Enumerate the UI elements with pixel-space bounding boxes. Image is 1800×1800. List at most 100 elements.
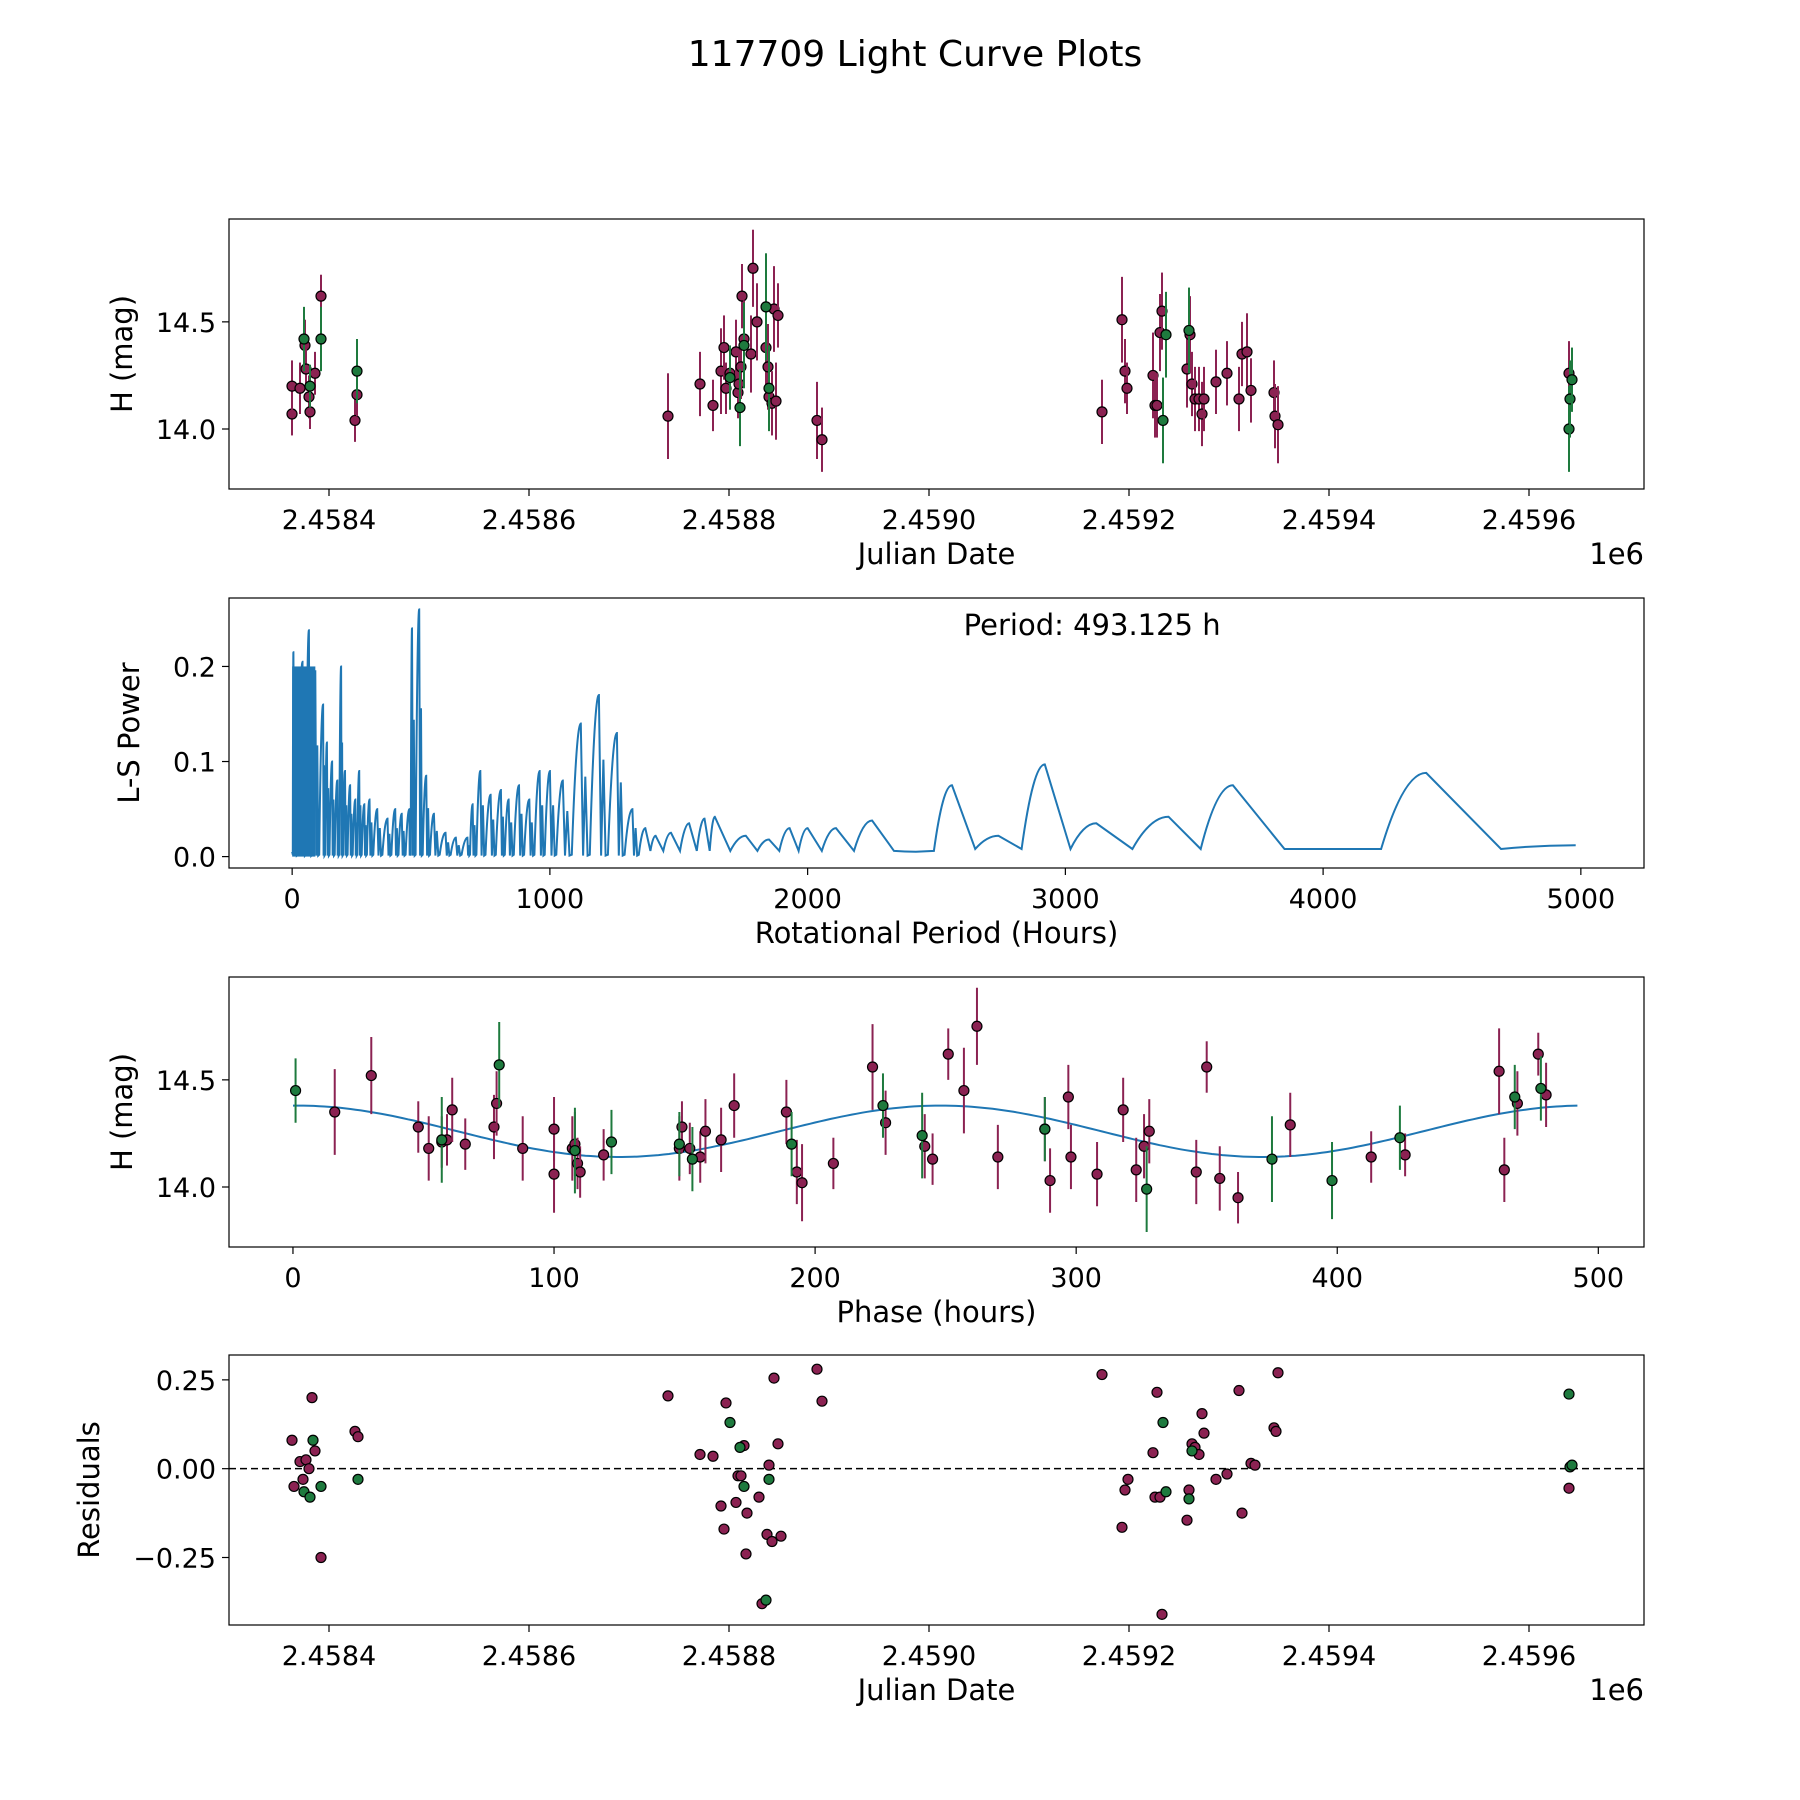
lightcurve-point [724, 371, 736, 384]
residuals-point [718, 1523, 730, 1535]
residuals-point [724, 1416, 736, 1429]
lightcurve-point [772, 309, 784, 322]
residuals-ytick-label: 0.00 [156, 1455, 216, 1486]
lightcurve-data [286, 229, 1578, 472]
residuals-point [760, 1594, 772, 1606]
phased-point [1091, 1168, 1103, 1180]
residuals-point [1183, 1493, 1195, 1505]
phased-point [1535, 1082, 1547, 1095]
residuals-point [740, 1548, 752, 1560]
residuals-point [741, 1507, 753, 1519]
residuals-point [297, 1473, 309, 1485]
residuals-point [1198, 1427, 1210, 1439]
residuals-point [1116, 1521, 1128, 1533]
lightcurve-point [734, 401, 746, 414]
phased-point [569, 1144, 581, 1157]
periodogram-data [291, 608, 1576, 860]
lightcurve-point [747, 262, 759, 274]
residuals-ylabel: Residuals [72, 1421, 106, 1559]
phased-xlabel: Phase (hours) [837, 1295, 1037, 1329]
phased-point [791, 1166, 803, 1178]
lightcurve-point [1210, 376, 1222, 388]
residuals-point [1147, 1447, 1159, 1459]
lightcurve-point [1116, 314, 1128, 326]
residuals-point [1122, 1473, 1134, 1485]
residuals-point [766, 1535, 778, 1548]
lightcurve-xtick-label: 2.4588 [682, 505, 776, 536]
residuals-xtick-label: 2.4594 [1282, 1641, 1376, 1672]
lightcurve-point [1119, 365, 1131, 377]
phased-point [1044, 1174, 1056, 1187]
residuals-point [816, 1395, 828, 1407]
residuals-point [1236, 1507, 1248, 1519]
residuals-xlabel: Julian Date [856, 1673, 1016, 1707]
periodogram-dense-block [292, 666, 316, 857]
phased-point [1039, 1123, 1051, 1135]
residuals-xtick-label: 2.4586 [482, 1641, 576, 1672]
fit-curve [293, 1104, 1578, 1158]
periodogram-ytick-label: 0.0 [173, 843, 216, 874]
lightcurve-point [760, 301, 772, 313]
residuals-point [763, 1473, 775, 1485]
phased-point [942, 1048, 954, 1060]
phased-point [493, 1059, 505, 1071]
phased-point [1201, 1061, 1213, 1073]
phased-point [827, 1157, 839, 1170]
residuals-point [1566, 1459, 1578, 1471]
phased-point [686, 1153, 698, 1165]
panels: 2.4584 2.4586 2.4588 2.4590 2.4592 2.4594 2.45… [72, 218, 1645, 1707]
phased-point [459, 1138, 471, 1150]
periodogram-ylabel: L-S Power [112, 662, 146, 803]
phased-xtick-label: 0 [284, 1263, 301, 1294]
phased-point [1394, 1132, 1406, 1144]
lightcurve-point [694, 378, 706, 390]
lightcurve-point [1564, 393, 1576, 405]
panel-residuals: 2.4584 2.4586 2.4588 2.4590 2.4592 2.4594 2.45… [72, 1354, 1645, 1707]
lightcurve-point [662, 410, 674, 422]
lightcurve-point [1233, 393, 1245, 405]
lightcurve-point [1221, 367, 1233, 379]
residuals-point [1196, 1408, 1208, 1420]
lightcurve-point [736, 290, 748, 302]
lightcurve-point [1183, 324, 1195, 337]
periodogram-line [291, 608, 1576, 860]
residuals-point [309, 1445, 321, 1457]
periodogram-xtick-label: 3000 [1031, 884, 1100, 915]
residuals-point [286, 1434, 298, 1446]
phased-axes-frame [228, 976, 1645, 1248]
phased-point [423, 1142, 435, 1155]
periodogram-xlabel: Rotational Period (Hours) [755, 916, 1119, 950]
lightcurve-point [1196, 408, 1208, 420]
residuals-xtick-label: 2.4590 [882, 1641, 976, 1672]
lightcurve-ylabel: H (mag) [105, 295, 139, 413]
residuals-point [1563, 1482, 1575, 1494]
phased-point [1065, 1151, 1077, 1163]
periodogram-axes-frame [228, 597, 1645, 869]
residuals-data [229, 1363, 1644, 1620]
residuals-point [753, 1491, 765, 1503]
lightcurve-point [1121, 382, 1133, 394]
residuals-point [1233, 1384, 1245, 1397]
periodogram-ytick-label: 0.1 [173, 748, 216, 779]
lightcurve-xlabel: Julian Date [856, 537, 1016, 571]
phased-point [517, 1142, 529, 1155]
residuals-xtick-label: 2.4584 [282, 1641, 376, 1672]
lightcurve-point [763, 382, 775, 394]
lightcurve-point [294, 382, 306, 394]
residuals-point [662, 1390, 674, 1402]
phased-point [1284, 1119, 1296, 1131]
residuals-point [772, 1438, 784, 1450]
phased-point [436, 1134, 448, 1146]
residuals-point [1151, 1386, 1163, 1398]
lightcurve-point [718, 341, 730, 354]
phased-point [1062, 1091, 1074, 1103]
periodogram-xtick-label: 2000 [773, 884, 842, 915]
lightcurve-point [770, 395, 782, 407]
residuals-point [1186, 1445, 1198, 1457]
phased-point [598, 1149, 610, 1161]
lightcurve-xtick-label: 2.4596 [1482, 505, 1576, 536]
phased-point [916, 1129, 928, 1142]
lightcurve-xtick-label: 2.4592 [1082, 505, 1176, 536]
